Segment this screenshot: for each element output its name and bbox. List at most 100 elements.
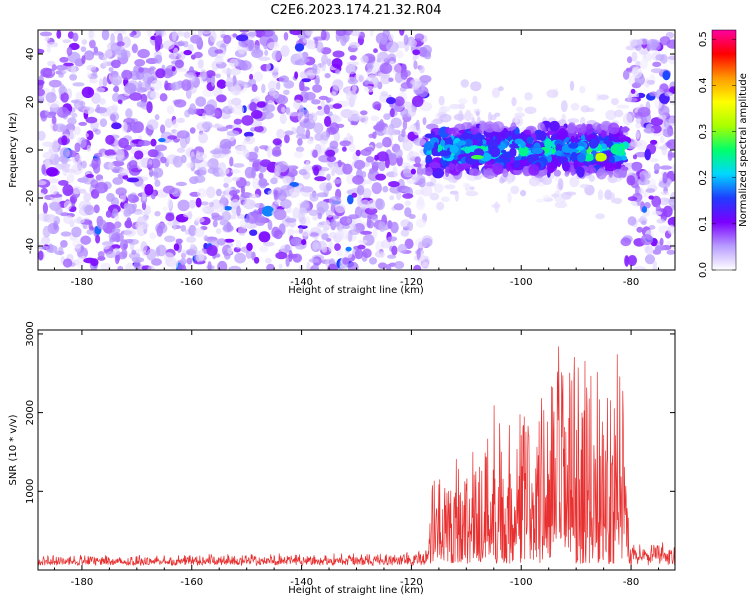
spectrogram-cell — [296, 125, 306, 137]
spectrogram-cell — [110, 113, 116, 122]
spectrogram-cell — [305, 160, 311, 173]
spectrogram-cell — [634, 151, 648, 158]
spectrogram-cell — [386, 97, 396, 105]
snr-marks — [38, 346, 675, 567]
spectrogram-cell — [231, 176, 240, 182]
spectrogram-cell — [243, 131, 254, 138]
spectrogram-cell — [637, 106, 651, 118]
spectrogram-cell — [114, 253, 120, 265]
spectrogram-cell — [364, 147, 375, 152]
spectrogram-cell — [509, 147, 517, 157]
spectrogram-cell — [154, 35, 163, 46]
spectrogram-cell — [514, 127, 520, 135]
spectrogram-cell — [134, 59, 146, 67]
spectrogram-cell — [418, 47, 428, 57]
spectrogram-cell — [551, 193, 559, 198]
spectrogram-cell — [425, 181, 434, 187]
spectrogram-cell — [225, 76, 234, 88]
spectrogram-cell — [80, 160, 87, 169]
snr-y-label: SNR (10 * v/v) — [8, 414, 19, 485]
spectrogram-cell — [352, 175, 364, 185]
spectrogram-cell — [89, 78, 98, 84]
spectrogram-cell — [653, 163, 661, 172]
spectrogram-cell — [402, 119, 408, 130]
spectrogram-cell — [80, 46, 87, 53]
spectrogram-cell — [444, 184, 456, 190]
spectrogram-cell — [554, 201, 568, 209]
spectrogram-cell — [472, 95, 478, 105]
spectrogram-cell — [266, 30, 276, 35]
snr-x-tick-label: -140 — [290, 577, 313, 588]
spectrogram-cell — [196, 37, 203, 47]
spectrogram-cell — [117, 99, 123, 104]
spectrogram-cell — [328, 240, 334, 252]
spectrogram-cell — [103, 49, 113, 59]
spectrogram-cell — [188, 224, 197, 237]
spectrogram-cell — [652, 260, 658, 270]
spectrogram-cell — [605, 109, 617, 121]
spectrogram-cell — [458, 98, 468, 105]
spectrogram-cell — [436, 201, 445, 211]
spectrogram-cell — [507, 192, 512, 204]
spectrogram-cell — [147, 149, 159, 158]
spectrogram-cell — [63, 62, 74, 67]
spectrogram-cell — [256, 101, 266, 108]
spectrogram-cell — [413, 137, 427, 146]
spectrogram-cell — [555, 143, 562, 153]
spectrogram-cell — [555, 150, 562, 157]
spectrogram-cell — [376, 53, 381, 61]
spectrogram-cell — [659, 135, 665, 144]
spectrogram-cell — [183, 212, 193, 218]
spectrogram-cell — [219, 172, 226, 177]
spectrogram-y-axis: -40 -20 0 20 40 — [25, 48, 675, 254]
spectrogram-cell — [626, 175, 636, 186]
spectrogram-cell — [360, 55, 369, 64]
spectrogram-cell — [183, 49, 192, 56]
spectrogram-cell — [348, 110, 360, 122]
spectrogram-cell — [75, 91, 84, 102]
spectrogram-cell — [369, 257, 377, 265]
spectrogram-cell — [412, 49, 421, 56]
colorbar-tick-label: 0.2 — [698, 170, 709, 186]
spectrogram-cell — [371, 216, 378, 221]
spectrogram-cell — [180, 224, 187, 232]
spectrogram-cell — [380, 36, 388, 45]
spectrogram-cell — [631, 66, 643, 79]
spectrogram-cell — [287, 111, 300, 117]
spectrogram-cell — [390, 221, 399, 234]
spectrogram-cell — [58, 73, 64, 78]
spectrogram-cell — [40, 67, 53, 78]
spectrogram-cell — [266, 63, 271, 71]
spectrogram-cell — [278, 263, 283, 269]
spectrogram-cell — [438, 95, 445, 106]
spectrogram-cell — [289, 182, 300, 187]
spectrogram-cell — [177, 263, 187, 270]
spectrogram-cell — [326, 97, 331, 104]
spectrogram-cell — [86, 130, 94, 141]
spectrogram-cell — [632, 154, 638, 160]
spectrogram-cell — [273, 189, 279, 201]
spectrogram-cell — [284, 134, 290, 144]
spectrogram-cell — [668, 196, 675, 208]
spectrogram-cell — [225, 124, 234, 129]
spectrogram-cell — [150, 79, 163, 91]
spectrogram-cell — [272, 138, 282, 146]
spectrogram-cell — [579, 183, 590, 189]
spectrogram-cell — [97, 251, 105, 258]
spectrogram-cell — [364, 207, 378, 215]
spectrogram-cell — [284, 130, 294, 136]
spectrogram-cell — [197, 59, 204, 69]
spectrogram-cell — [233, 83, 241, 95]
spectrogram-cell — [283, 89, 290, 96]
spectrogram-cell — [520, 189, 527, 197]
spectrogram-cell — [189, 103, 197, 116]
spectrogram-cell — [250, 109, 263, 119]
spectrogram-cell — [457, 140, 467, 146]
spectrogram-cell — [535, 198, 545, 203]
spectrogram-cell — [404, 238, 414, 250]
spectrogram-cell — [524, 106, 537, 115]
spectrogram-cell — [258, 178, 268, 189]
spectrogram-cell — [93, 152, 104, 158]
spectrogram-cell — [146, 248, 157, 261]
spectrogram-cell — [223, 206, 233, 211]
